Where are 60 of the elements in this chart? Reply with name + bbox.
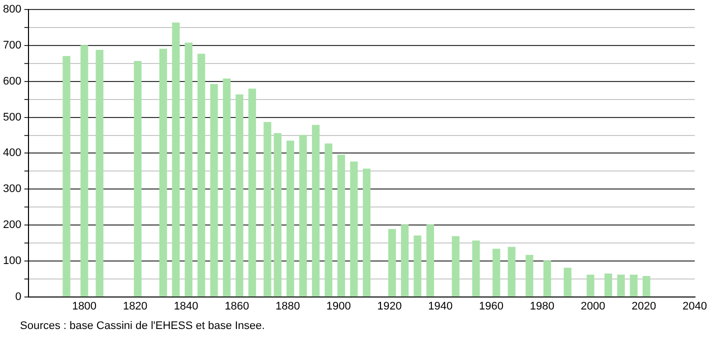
x-tick-label: 2000 [580,300,606,312]
bar [248,88,256,297]
bar [324,144,332,297]
y-tick-label: 500 [2,111,22,124]
x-tick-label: 1920 [377,300,402,312]
x-tick-label: 1900 [326,300,351,312]
bar [492,248,500,297]
bar [197,54,206,297]
x-tick-label: 1820 [122,300,148,312]
bar [472,240,480,297]
bar [312,124,320,297]
bar [564,268,572,297]
bar [96,50,104,297]
bar [274,133,282,297]
bar [400,224,409,297]
bar [80,45,88,297]
bar [236,94,244,297]
bar [184,42,192,297]
bar [134,60,142,297]
bar [172,22,180,297]
bar [617,274,625,297]
x-tick-label: 1980 [530,300,554,312]
y-tick-label: 800 [2,4,22,16]
y-tick-label: 0 [15,290,22,303]
bar [452,236,460,297]
y-tick-label: 300 [2,183,22,196]
bar [414,235,422,297]
bar [604,273,612,297]
x-tick-label: 1800 [72,300,97,312]
bar [642,276,650,297]
y-tick-label: 200 [2,219,22,232]
bar [299,134,307,297]
bar [526,254,534,297]
y-tick-label: 400 [2,147,22,160]
bar [337,154,346,297]
bar [264,122,272,297]
bar [210,84,218,297]
bar [388,228,396,297]
bar [362,168,370,297]
bar [350,161,358,297]
bar [159,48,167,297]
x-tick-label: 2040 [682,300,708,312]
x-tick-label: 1840 [174,300,198,312]
x-tick-label: 1880 [276,300,300,312]
bar [630,274,638,297]
y-tick-label: 600 [2,75,22,88]
x-tick-label: 2020 [632,300,656,312]
y-tick-label: 700 [2,40,22,52]
bar [586,274,594,297]
x-tick-label: 1940 [428,300,453,312]
x-tick-label: 1860 [224,300,250,312]
bar [543,260,552,297]
y-tick-label: 100 [2,254,22,267]
x-tick-label: 1960 [479,300,504,312]
source-note: Sources : base Cassini de l'EHESS et base Insee. [20,320,266,332]
bar [426,224,434,297]
bar [508,246,516,297]
bar [62,56,70,297]
bar [222,78,231,297]
bar [286,140,294,297]
